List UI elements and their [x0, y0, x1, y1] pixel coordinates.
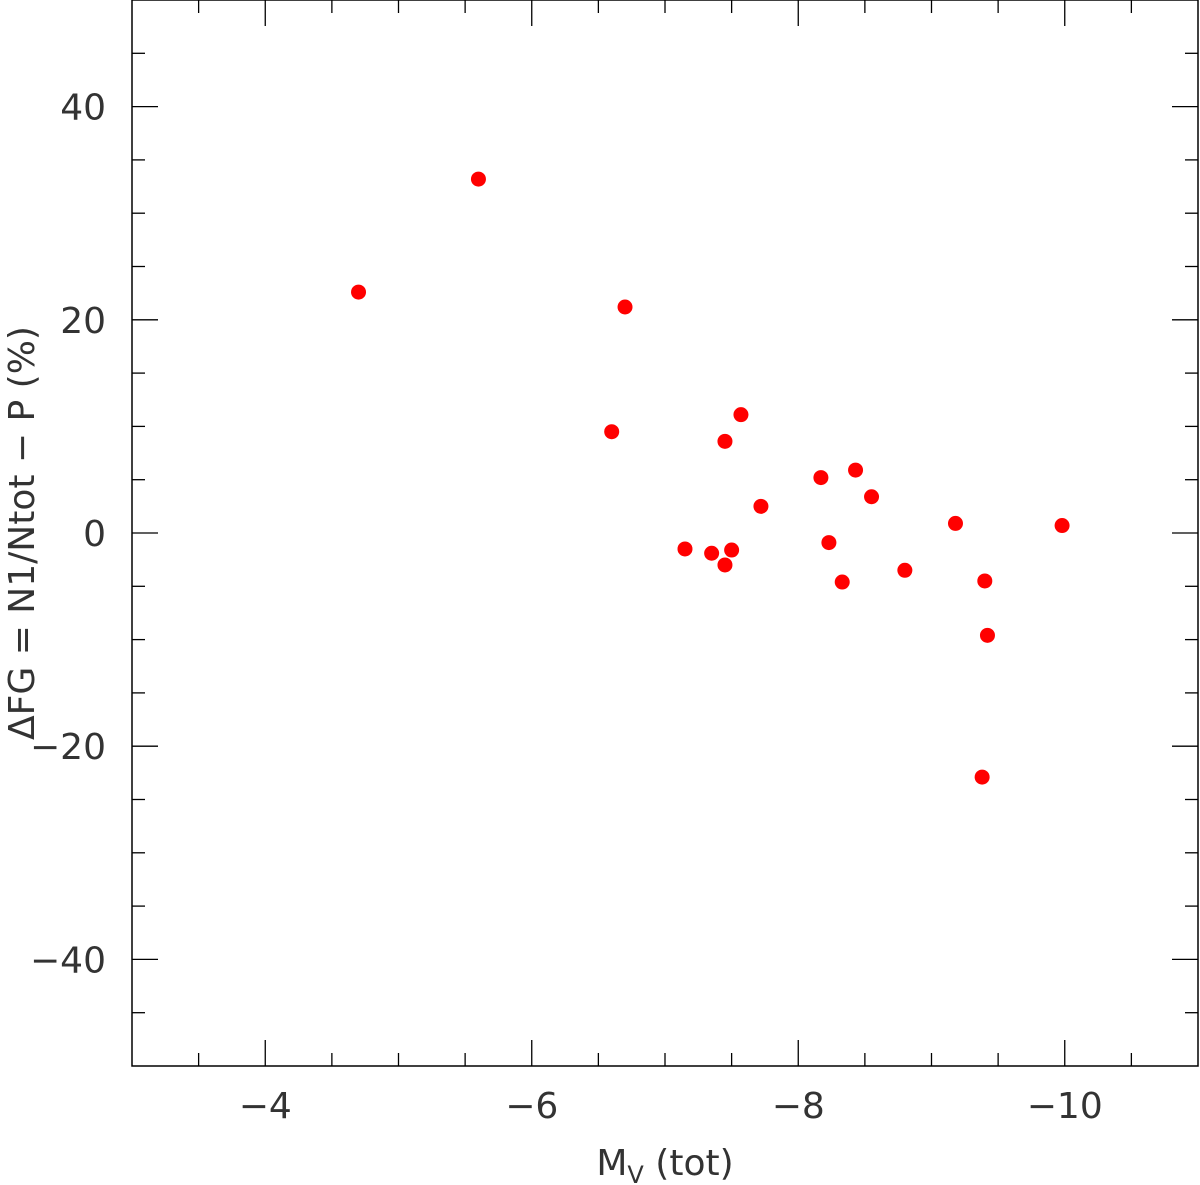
data-point	[470, 171, 486, 187]
data-point	[979, 627, 995, 643]
data-point	[733, 407, 749, 423]
y-tick-label: 0	[83, 514, 106, 555]
data-point	[821, 535, 837, 551]
data-point	[834, 574, 850, 590]
data-point	[717, 433, 733, 449]
data-points	[351, 171, 1070, 785]
data-point	[897, 562, 913, 578]
x-axis-label-main: M	[596, 1143, 627, 1184]
data-point	[864, 489, 880, 505]
data-point	[677, 541, 693, 557]
y-tick-label: −40	[30, 940, 106, 981]
data-point	[704, 545, 720, 561]
data-point	[724, 542, 740, 558]
y-tick-label: −20	[30, 727, 106, 768]
y-tick-label: 40	[60, 88, 106, 129]
y-axis-label: ΔFG = N1/Ntot − P (%)	[2, 326, 43, 740]
data-point	[717, 557, 733, 573]
data-point	[617, 299, 633, 315]
data-point	[753, 498, 769, 514]
data-point	[848, 462, 864, 478]
data-point	[947, 515, 963, 531]
axis-ticks	[132, 0, 1198, 1066]
x-axis-label-subscript: V	[627, 1161, 644, 1185]
data-point	[351, 284, 367, 300]
x-tick-label: −4	[239, 1086, 292, 1127]
data-point	[1054, 518, 1070, 534]
data-point	[974, 769, 990, 785]
data-point	[604, 424, 620, 440]
axis-tick-labels: −4 −6 −8 −10 −40 −20 0 20 40	[30, 88, 1103, 1127]
x-axis-label-rest: (tot)	[644, 1143, 734, 1184]
x-tick-label: −10	[1027, 1086, 1103, 1127]
plot-frame	[131, 0, 1199, 1067]
data-point	[977, 573, 993, 589]
y-tick-label: 20	[60, 301, 106, 342]
data-point	[813, 470, 829, 486]
x-tick-label: −6	[505, 1086, 558, 1127]
x-tick-label: −8	[772, 1086, 825, 1127]
x-axis-label: MV (tot)	[596, 1143, 733, 1185]
